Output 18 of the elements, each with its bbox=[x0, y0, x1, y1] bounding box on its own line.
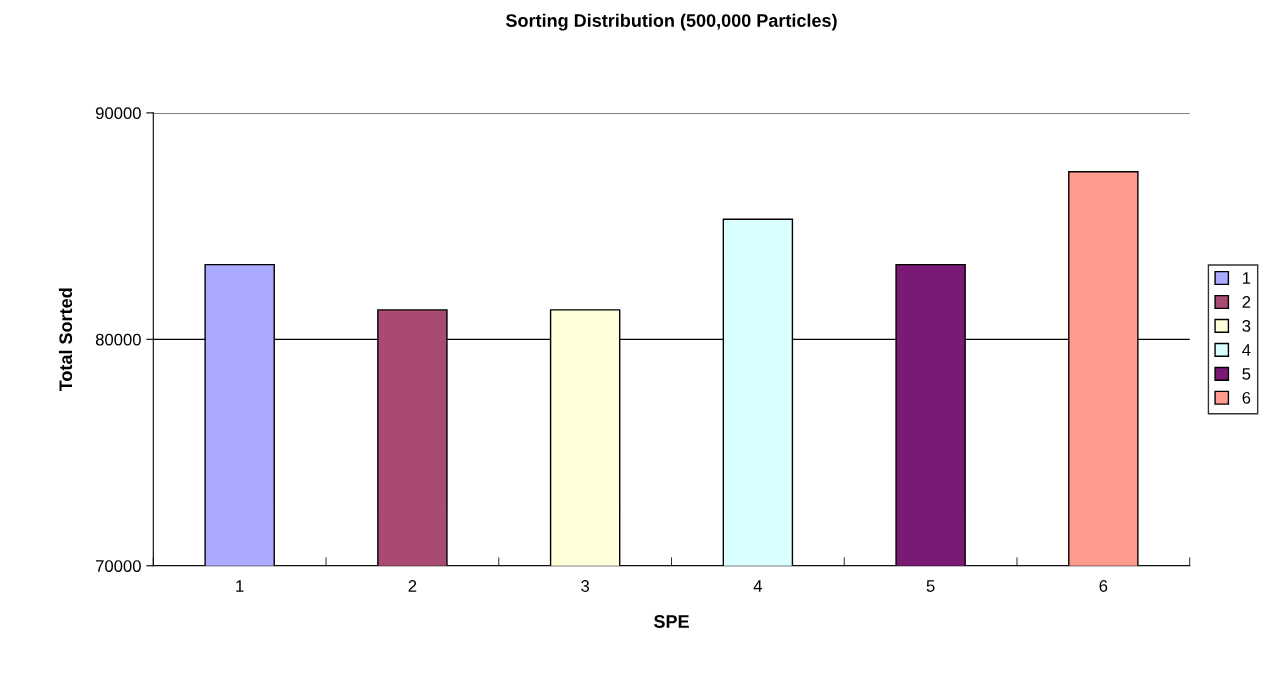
x-tick-label: 5 bbox=[926, 580, 935, 592]
x-tick-label: 6 bbox=[1099, 580, 1108, 592]
y-tick-label: 70000 bbox=[96, 560, 141, 572]
legend-label: 2 bbox=[1242, 296, 1251, 308]
legend-label: 1 bbox=[1243, 272, 1251, 284]
x-tick-label: 4 bbox=[753, 580, 763, 592]
y-axis-title: Total Sorted bbox=[58, 288, 73, 392]
chart-title: Sorting Distribution (500,000 Particles) bbox=[505, 13, 837, 31]
x-tick-label: 2 bbox=[408, 580, 417, 592]
x-tick-label: 3 bbox=[581, 580, 590, 592]
legend-label: 4 bbox=[1242, 344, 1251, 356]
y-tick-label: 90000 bbox=[95, 107, 141, 120]
x-axis-title: SPE bbox=[653, 615, 689, 628]
y-tick-label: 80000 bbox=[95, 333, 141, 346]
legend-label: 6 bbox=[1242, 391, 1251, 404]
legend-label: 3 bbox=[1242, 320, 1251, 332]
x-tick-label: 1 bbox=[236, 580, 244, 592]
legend-label: 5 bbox=[1242, 368, 1251, 380]
